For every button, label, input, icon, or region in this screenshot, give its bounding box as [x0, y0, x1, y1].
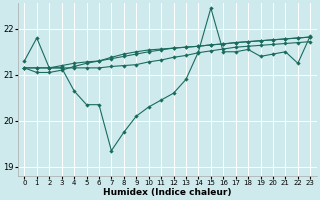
X-axis label: Humidex (Indice chaleur): Humidex (Indice chaleur) — [103, 188, 232, 197]
